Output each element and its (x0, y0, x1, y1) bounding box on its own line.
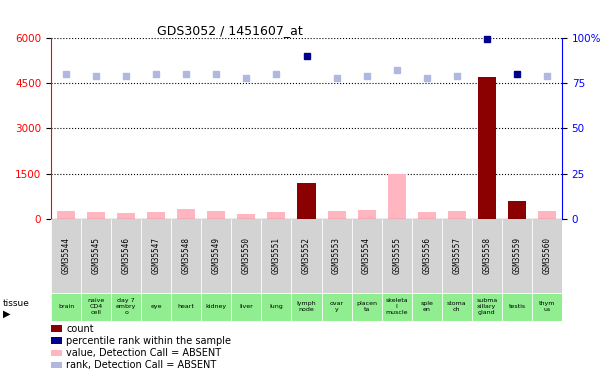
Text: day 7
embry
o: day 7 embry o (116, 298, 136, 315)
Bar (291, 219, 322, 292)
Bar (81, 219, 111, 292)
Text: GSM35546: GSM35546 (122, 237, 130, 274)
Text: GSM35544: GSM35544 (62, 237, 70, 274)
Text: stoma
ch: stoma ch (447, 301, 466, 312)
Text: GSM35559: GSM35559 (513, 237, 521, 274)
Text: GSM35553: GSM35553 (332, 237, 341, 274)
Bar (111, 219, 141, 292)
Bar (51, 219, 81, 292)
Text: heart: heart (178, 304, 195, 309)
Bar (448, 211, 466, 219)
Bar (291, 292, 322, 321)
Text: GSM35556: GSM35556 (423, 237, 431, 274)
Bar (418, 212, 436, 219)
Bar (51, 338, 62, 344)
Text: GSM35557: GSM35557 (453, 237, 461, 274)
Bar (328, 211, 346, 219)
Bar (297, 183, 316, 219)
Bar (502, 219, 532, 292)
Text: GDS3052 / 1451607_at: GDS3052 / 1451607_at (157, 24, 303, 38)
Text: tissue: tissue (3, 299, 30, 308)
Text: lymph
node: lymph node (297, 301, 316, 312)
Bar (472, 219, 502, 292)
Bar (532, 219, 562, 292)
Bar (322, 219, 352, 292)
Bar (171, 219, 201, 292)
Bar (147, 212, 165, 219)
Text: sple
en: sple en (420, 301, 433, 312)
Text: ovar
y: ovar y (329, 301, 344, 312)
Text: testis: testis (508, 304, 525, 309)
Bar (51, 362, 62, 368)
Text: GSM35560: GSM35560 (543, 237, 551, 274)
Text: GSM35555: GSM35555 (392, 237, 401, 274)
Text: placen
ta: placen ta (356, 301, 377, 312)
Bar (201, 219, 231, 292)
Text: GSM35549: GSM35549 (212, 237, 221, 274)
Bar (322, 292, 352, 321)
Text: GSM35554: GSM35554 (362, 237, 371, 274)
Text: percentile rank within the sample: percentile rank within the sample (66, 336, 231, 346)
Bar (508, 201, 526, 219)
Text: skeleta
l
muscle: skeleta l muscle (385, 298, 408, 315)
Bar (412, 219, 442, 292)
Text: GSM35558: GSM35558 (483, 237, 491, 274)
Text: GSM35550: GSM35550 (242, 237, 251, 274)
Bar (231, 219, 261, 292)
Text: thym
us: thym us (538, 301, 555, 312)
Bar (412, 292, 442, 321)
Bar (141, 219, 171, 292)
Bar (177, 209, 195, 219)
Text: count: count (66, 324, 94, 334)
Bar (51, 325, 62, 332)
Bar (502, 292, 532, 321)
Bar (382, 219, 412, 292)
Text: rank, Detection Call = ABSENT: rank, Detection Call = ABSENT (66, 360, 216, 370)
Text: GSM35545: GSM35545 (92, 237, 100, 274)
Bar (352, 219, 382, 292)
Text: GSM35551: GSM35551 (272, 237, 281, 274)
Text: GSM35552: GSM35552 (302, 237, 311, 274)
Bar (51, 292, 81, 321)
Bar (81, 292, 111, 321)
Bar (358, 210, 376, 219)
Bar (352, 292, 382, 321)
Bar (87, 212, 105, 219)
Text: GSM35547: GSM35547 (152, 237, 160, 274)
Bar (261, 219, 291, 292)
Bar (538, 211, 556, 219)
Bar (171, 292, 201, 321)
Text: eye: eye (150, 304, 162, 309)
Bar (51, 350, 62, 356)
Text: naive
CD4
cell: naive CD4 cell (88, 298, 105, 315)
Bar (201, 292, 231, 321)
Bar (237, 214, 255, 219)
Bar (231, 292, 261, 321)
Bar (207, 211, 225, 219)
Bar (478, 77, 496, 219)
Text: kidney: kidney (206, 304, 227, 309)
Bar (261, 292, 291, 321)
Text: liver: liver (240, 304, 253, 309)
Text: lung: lung (270, 304, 283, 309)
Text: subma
xillary
gland: subma xillary gland (476, 298, 498, 315)
Bar (442, 292, 472, 321)
Bar (388, 174, 406, 219)
Text: brain: brain (58, 304, 75, 309)
Bar (57, 211, 75, 219)
Bar (532, 292, 562, 321)
Text: value, Detection Call = ABSENT: value, Detection Call = ABSENT (66, 348, 221, 358)
Bar (382, 292, 412, 321)
Bar (442, 219, 472, 292)
Bar (111, 292, 141, 321)
Bar (472, 292, 502, 321)
Text: GSM35548: GSM35548 (182, 237, 191, 274)
Text: ▶: ▶ (3, 309, 10, 319)
Bar (267, 212, 285, 219)
Bar (117, 213, 135, 219)
Bar (141, 292, 171, 321)
